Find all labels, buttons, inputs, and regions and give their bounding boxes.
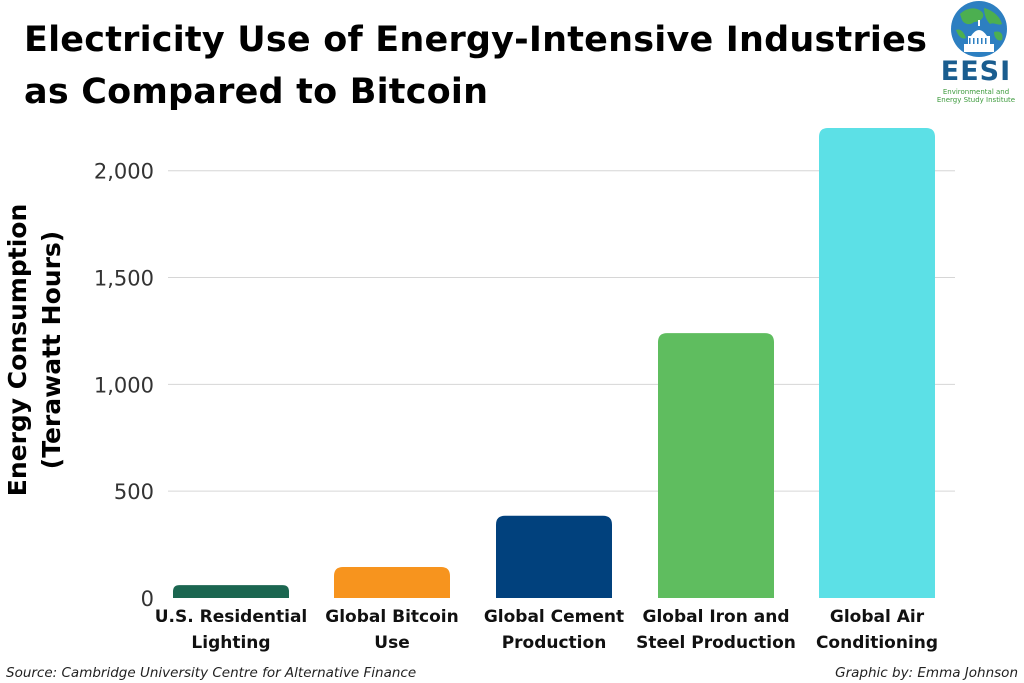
globe-capitol-icon xyxy=(951,1,1007,57)
y-tick-label: 500 xyxy=(114,480,154,504)
bar xyxy=(496,515,612,598)
bar xyxy=(658,333,774,598)
x-tick-label: Lighting xyxy=(191,633,270,653)
x-tick-label: Conditioning xyxy=(816,633,938,653)
eesi-logo: EESI Environmental and Energy Study Inst… xyxy=(928,0,1024,110)
logo-subtitle-line-1: Environmental and xyxy=(942,88,1010,96)
chart-title: Electricity Use of Energy-Intensive Indu… xyxy=(24,14,944,118)
y-tick-label: 2,000 xyxy=(94,160,154,184)
bar xyxy=(173,585,289,598)
source-note: Source: Cambridge University Centre for … xyxy=(6,665,417,681)
logo-subtitle: Environmental and Energy Study Institute xyxy=(930,88,1022,104)
x-tick-label: Steel Production xyxy=(636,633,796,653)
chart-title-line-2: as Compared to Bitcoin xyxy=(24,72,489,112)
x-tick-label: Global Cement xyxy=(484,607,624,627)
x-tick-label: Global Air xyxy=(830,607,925,627)
x-tick-label: Global Iron and xyxy=(643,607,790,627)
y-axis-label-line-2: (Terawatt Hours) xyxy=(37,231,66,469)
bar xyxy=(819,128,935,598)
x-tick-label: Global Bitcoin xyxy=(325,607,458,627)
y-tick-label: 0 xyxy=(141,587,154,611)
logo-subtitle-line-2: Energy Study Institute xyxy=(936,96,1016,104)
graphic-credit: Graphic by: Emma Johnson xyxy=(835,665,1018,681)
y-axis-label-line-1: Energy Consumption xyxy=(3,204,32,497)
chart-title-line-1: Electricity Use of Energy-Intensive Indu… xyxy=(24,20,928,60)
y-tick-label: 1,500 xyxy=(94,267,154,291)
x-tick-label: U.S. Residential xyxy=(155,607,308,627)
x-tick-label: Use xyxy=(374,633,409,653)
y-tick-label: 1,000 xyxy=(94,373,154,397)
x-tick-label: Production xyxy=(502,633,607,653)
bar xyxy=(334,567,450,598)
logo-acronym: EESI xyxy=(940,56,1012,87)
